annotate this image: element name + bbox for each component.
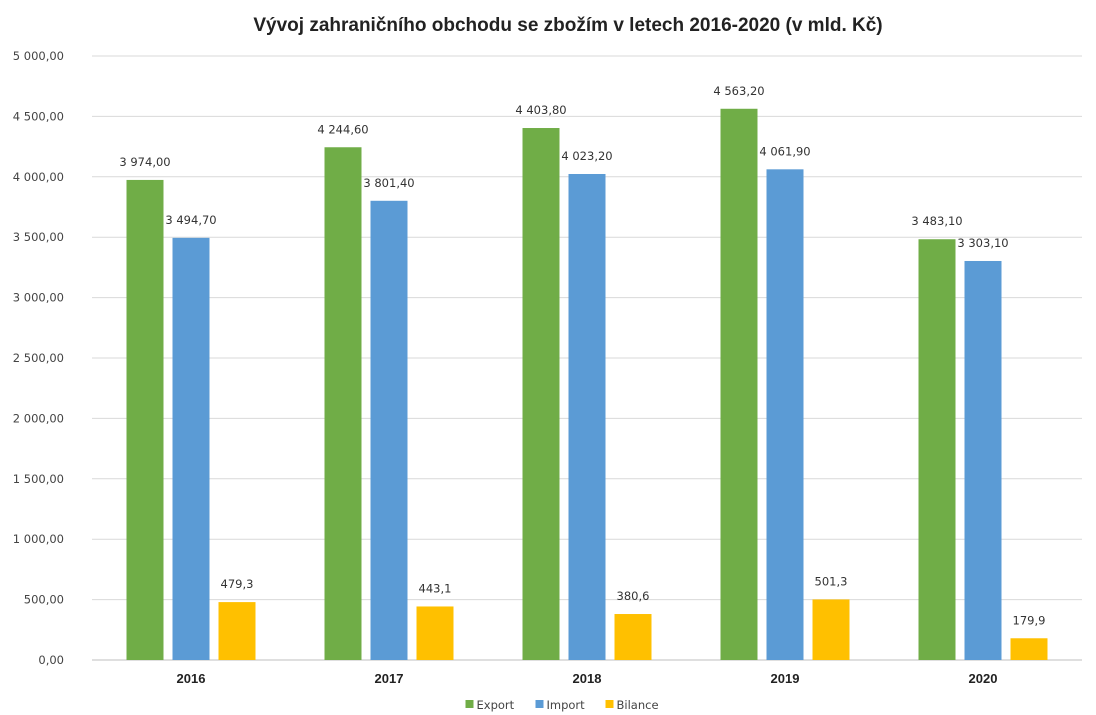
bar-bilance-2016 (218, 602, 256, 660)
data-label-import-2016: 3 494,70 (165, 213, 216, 227)
bar-export-2018 (522, 128, 560, 660)
legend-swatch-bilance (605, 700, 614, 708)
data-label-export-2019: 4 563,20 (713, 84, 764, 98)
bar-export-2016 (126, 179, 164, 660)
y-tick-label: 2 500,00 (13, 351, 64, 365)
bars (126, 108, 1048, 660)
x-tick-label: 2018 (573, 671, 602, 686)
y-tick-label: 0,00 (38, 653, 64, 667)
y-tick-label: 2 000,00 (13, 411, 64, 425)
x-axis-tick-labels: 2016 2017 2018 2019 2020 (177, 671, 998, 686)
y-tick-label: 5 000,00 (13, 49, 64, 63)
y-tick-label: 4 500,00 (13, 109, 64, 123)
data-label-import-2019: 4 061,90 (759, 144, 810, 158)
bar-import-2017 (370, 200, 408, 660)
bar-import-2020 (964, 260, 1002, 660)
data-label-bilance-2017: 443,1 (419, 581, 452, 595)
data-label-bilance-2018: 380,6 (617, 589, 650, 603)
chart-title: Vývoj zahraničního obchodu se zbožím v l… (253, 15, 882, 36)
data-label-bilance-2019: 501,3 (815, 574, 848, 588)
legend: Export Import Bilance (465, 698, 659, 712)
bar-export-2017 (324, 147, 362, 660)
x-tick-label: 2019 (771, 671, 800, 686)
x-tick-label: 2016 (177, 671, 206, 686)
y-tick-label: 1 500,00 (13, 472, 64, 486)
bar-import-2018 (568, 173, 606, 660)
y-tick-label: 1 000,00 (13, 532, 64, 546)
bar-export-2019 (720, 108, 758, 660)
data-label-export-2016: 3 974,00 (119, 155, 170, 169)
y-axis-tick-labels: 0,00 500,00 1 000,00 1 500,00 2 000,00 2 500,… (13, 49, 64, 667)
y-tick-label: 3 500,00 (13, 230, 64, 244)
data-label-export-2017: 4 244,60 (317, 122, 368, 136)
y-tick-label: 500,00 (24, 593, 64, 607)
legend-label-bilance: Bilance (617, 698, 659, 712)
bar-bilance-2017 (416, 606, 454, 660)
bar-bilance-2020 (1010, 638, 1048, 660)
x-tick-label: 2020 (969, 671, 998, 686)
y-tick-label: 4 000,00 (13, 170, 64, 184)
data-label-import-2020: 3 303,10 (957, 236, 1008, 250)
data-label-bilance-2016: 479,3 (221, 577, 254, 591)
legend-label-export: Export (477, 698, 515, 712)
data-label-export-2018: 4 403,80 (515, 103, 566, 117)
y-tick-label: 3 000,00 (13, 291, 64, 305)
bar-import-2019 (766, 169, 804, 660)
bar-bilance-2018 (614, 614, 652, 660)
data-label-import-2018: 4 023,20 (561, 149, 612, 163)
data-label-export-2020: 3 483,10 (911, 214, 962, 228)
bar-export-2020 (918, 239, 956, 660)
legend-label-import: Import (547, 698, 586, 712)
legend-swatch-export (465, 700, 474, 708)
bar-bilance-2019 (812, 599, 850, 660)
data-label-import-2017: 3 801,40 (363, 176, 414, 190)
x-tick-label: 2017 (375, 671, 404, 686)
data-labels: 3 974,00 3 494,70 479,3 4 244,60 3 801,40 443… (119, 84, 1045, 628)
bar-import-2016 (172, 237, 210, 660)
data-label-bilance-2020: 179,9 (1013, 613, 1046, 627)
legend-swatch-import (535, 700, 544, 708)
